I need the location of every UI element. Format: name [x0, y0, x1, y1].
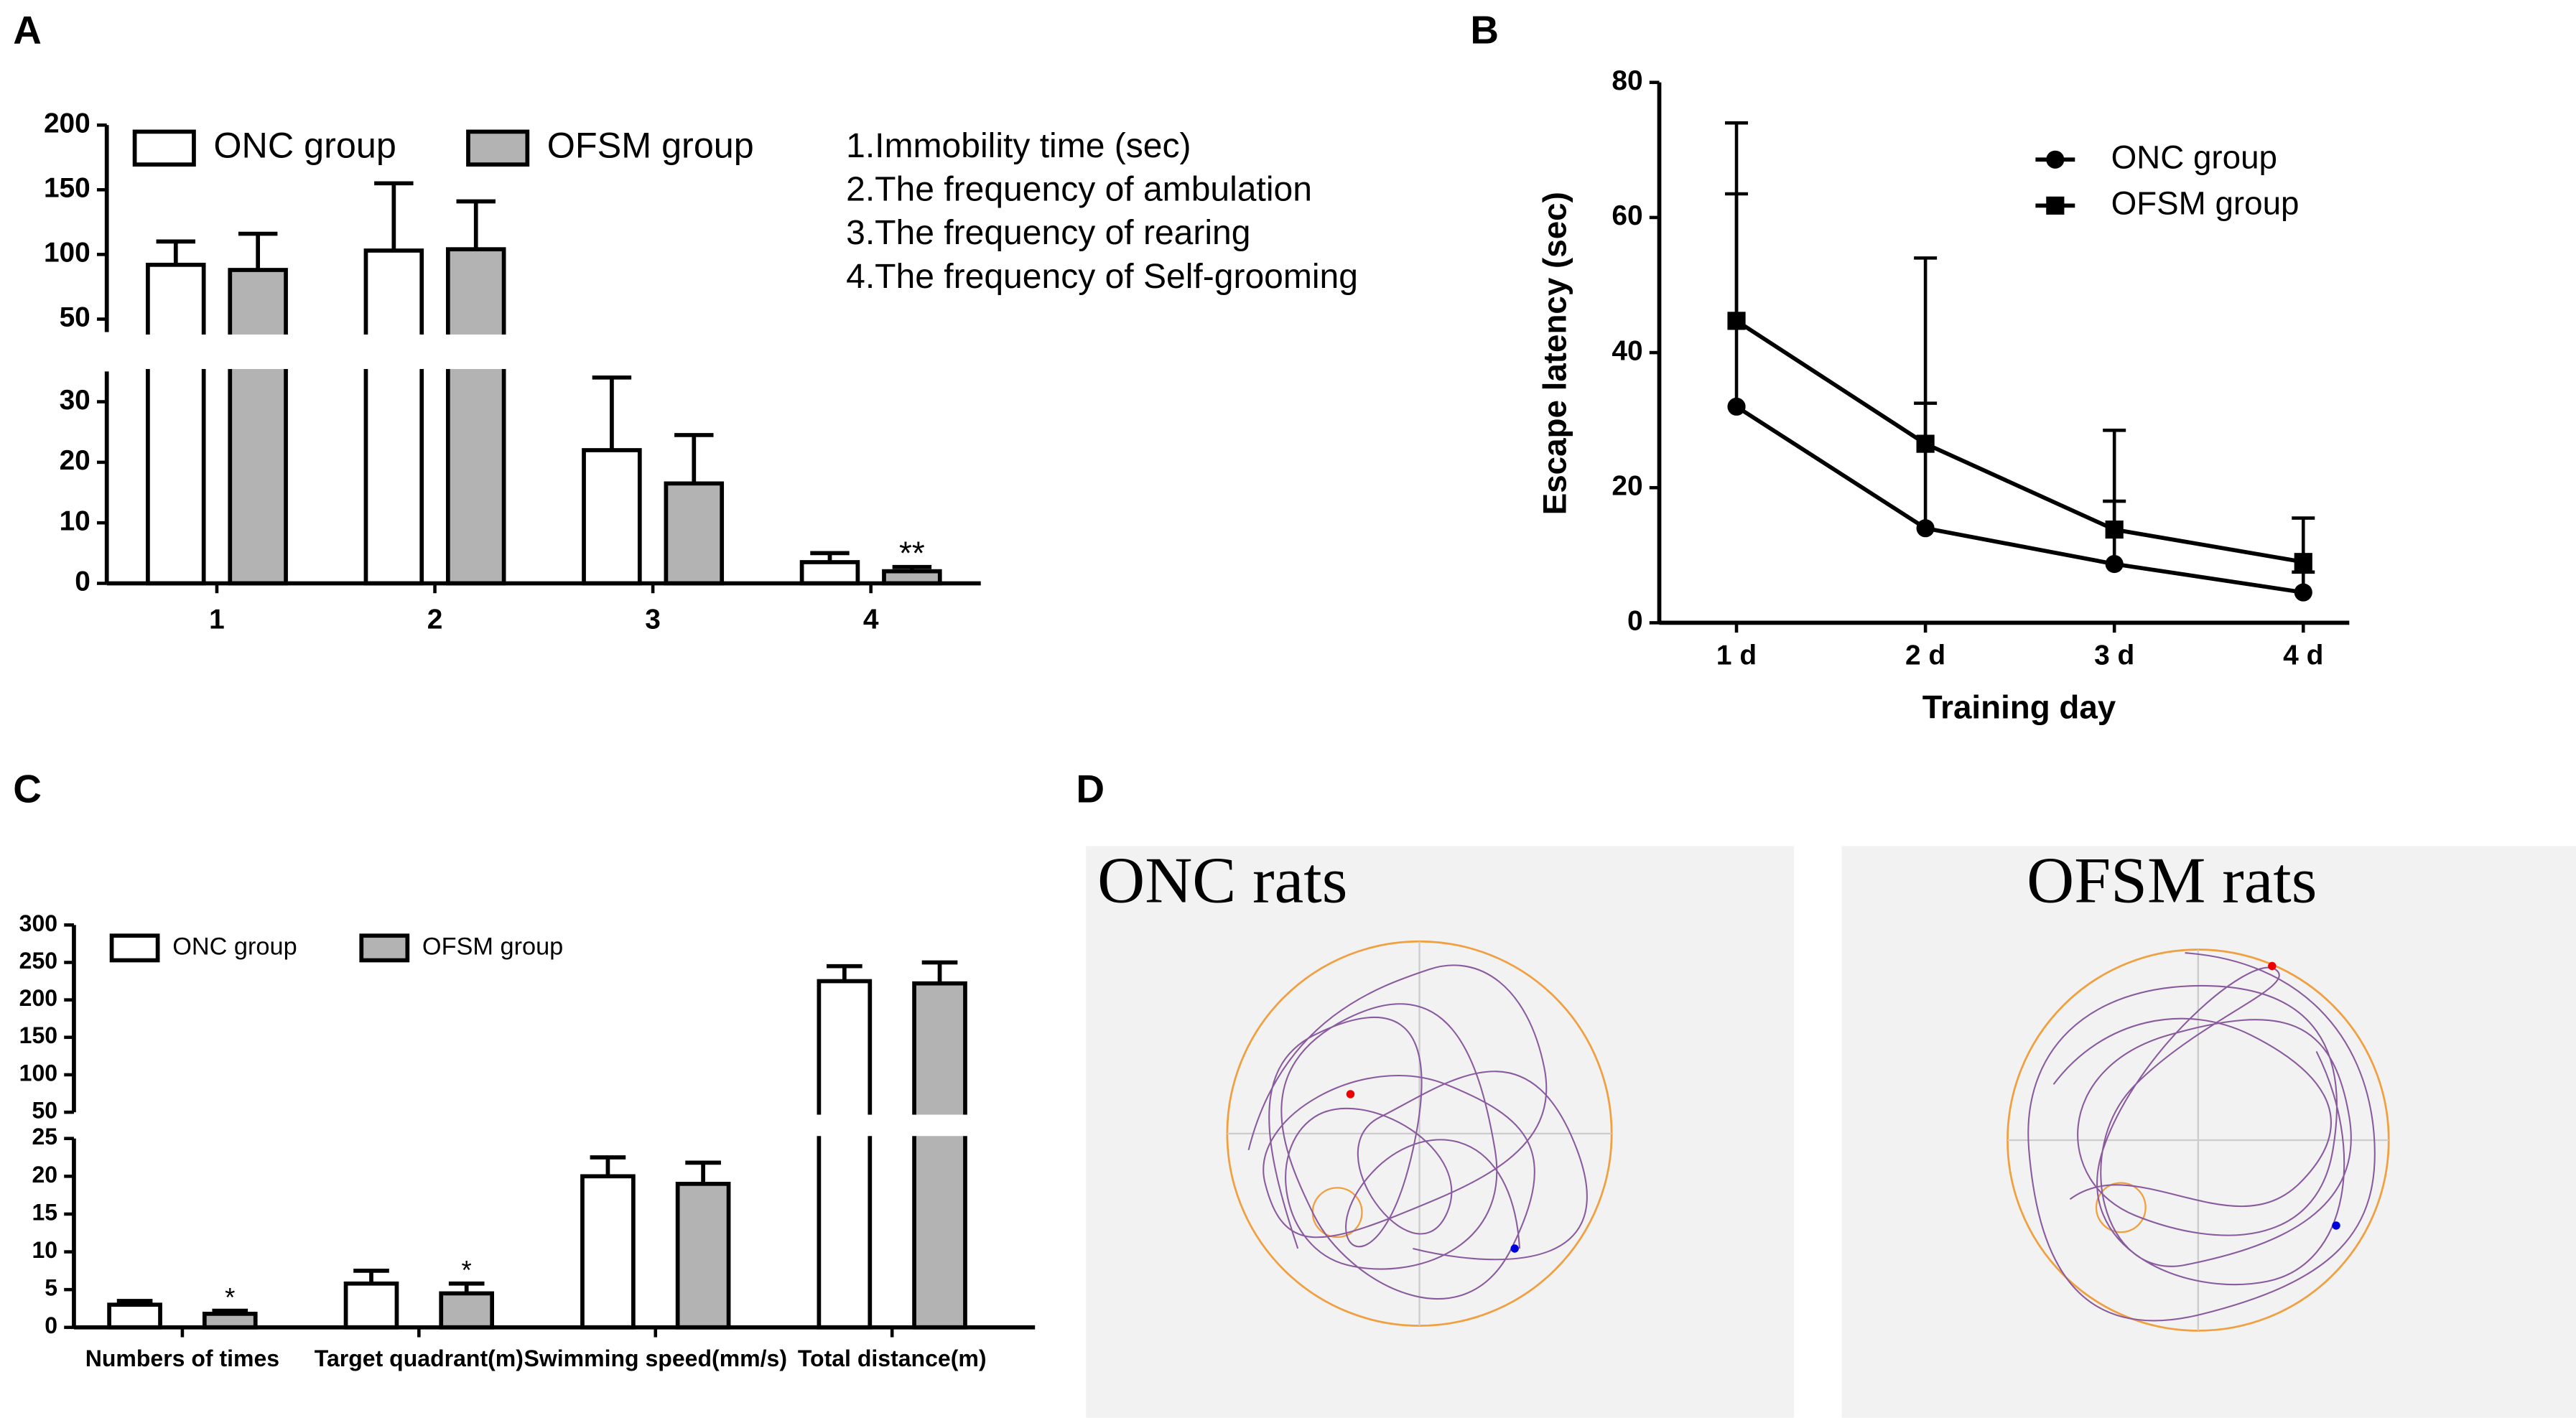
image-title: ONC rats [1097, 844, 1347, 917]
significance: * [462, 1255, 472, 1284]
bar [343, 1281, 399, 1330]
x-tick-label: 2 d [1905, 640, 1945, 671]
x-tick-label: Swimming speed(mm/s) [524, 1345, 787, 1371]
legend-swatch [466, 129, 530, 167]
legend-marker [2046, 150, 2065, 169]
y-tick-label: 0 [75, 566, 90, 597]
x-tick-label: 3 d [2094, 640, 2134, 671]
x-tick-label: 1 [209, 604, 225, 635]
bar [228, 268, 288, 586]
legend-label: ONC group [213, 125, 396, 166]
y-tick-label: 200 [44, 108, 90, 139]
legend-label: OFSM group [422, 933, 563, 960]
pool [1226, 940, 1613, 1327]
y-tick-label: 25 [32, 1124, 57, 1149]
y-tick-label: 150 [44, 173, 90, 204]
x-tick-label: Numbers of times [85, 1345, 279, 1371]
y-tick-label: 20 [32, 1162, 57, 1188]
significance: * [225, 1282, 235, 1312]
axis-break [60, 1114, 1038, 1137]
line [1735, 404, 2304, 594]
point [1916, 434, 1935, 453]
axis-break [93, 334, 985, 369]
bar [146, 262, 206, 586]
significance: ** [899, 535, 925, 572]
y-tick-label: 20 [60, 445, 90, 476]
panel-label: B [1470, 8, 1499, 52]
x-axis-label: Training day [1922, 689, 2116, 726]
y-tick-label: 15 [32, 1199, 57, 1225]
pool [2007, 948, 2390, 1332]
legend-label: ONC group [2111, 139, 2277, 175]
y-tick-label: 20 [1612, 471, 1642, 502]
x-tick-label: Target quadrant(m) [315, 1345, 524, 1371]
panel-label: C [13, 767, 42, 811]
y-tick-label: 40 [1612, 335, 1642, 366]
note: 3.The frequency of rearing [846, 214, 1250, 252]
image-title: OFSM rats [2027, 844, 2317, 917]
y-tick-label: 250 [19, 948, 57, 974]
bar [439, 1291, 495, 1330]
bar [912, 981, 967, 1330]
point [1727, 312, 1746, 330]
bar [582, 448, 642, 586]
bar [675, 1181, 731, 1330]
y-tick-label: 0 [45, 1312, 57, 1338]
point [2294, 583, 2312, 602]
point [1916, 519, 1935, 538]
bar [107, 1302, 162, 1330]
y-tick-label: 100 [44, 238, 90, 269]
y-tick-label: 5 [45, 1275, 57, 1301]
x-tick-label: 1 d [1716, 640, 1757, 671]
y-tick-label: 0 [1627, 606, 1643, 637]
track-image [1086, 846, 1795, 1418]
x-tick-label: 2 [427, 604, 443, 635]
x-tick-label: 4 [863, 604, 879, 635]
y-tick-label: 300 [19, 910, 57, 936]
legend-label: OFSM group [2111, 185, 2300, 221]
legend-label: OFSM group [547, 125, 754, 166]
y-tick-label: 60 [1612, 200, 1642, 231]
y-tick-label: 80 [1612, 65, 1642, 96]
y-tick-label: 50 [60, 302, 90, 333]
note: 2.The frequency of ambulation [846, 171, 1312, 209]
legend-swatch [109, 933, 160, 963]
y-tick-label: 150 [19, 1022, 57, 1048]
bar [445, 247, 506, 586]
bar [363, 248, 424, 586]
bar [580, 1174, 636, 1330]
bar [799, 560, 860, 586]
panel-label: A [13, 8, 42, 52]
note: 4.The frequency of Self-grooming [846, 258, 1358, 296]
note: 1.Immobility time (sec) [846, 127, 1191, 165]
y-axis-label: Escape latency (sec) [1537, 192, 1573, 515]
point [2105, 554, 2124, 574]
bar [817, 979, 873, 1330]
point [2105, 520, 2124, 539]
legend-label: ONC group [172, 933, 297, 960]
point [1727, 397, 1746, 416]
y-tick-label: 10 [60, 505, 90, 536]
legend-swatch [359, 933, 410, 963]
y-tick-label: 30 [60, 385, 90, 416]
legend-marker [2046, 196, 2065, 215]
y-tick-label: 200 [19, 985, 57, 1011]
legend-swatch [132, 129, 196, 167]
x-tick-label: Total distance(m) [798, 1345, 987, 1371]
track-image [1841, 846, 2576, 1418]
panel-label: D [1076, 767, 1105, 811]
x-tick-label: 4 d [2283, 640, 2323, 671]
y-tick-label: 50 [32, 1098, 57, 1124]
line [1735, 319, 2304, 564]
bar [664, 481, 725, 586]
x-tick-label: 3 [645, 604, 661, 635]
y-tick-label: 100 [19, 1060, 57, 1086]
y-tick-label: 10 [32, 1237, 57, 1263]
point [2294, 553, 2312, 572]
